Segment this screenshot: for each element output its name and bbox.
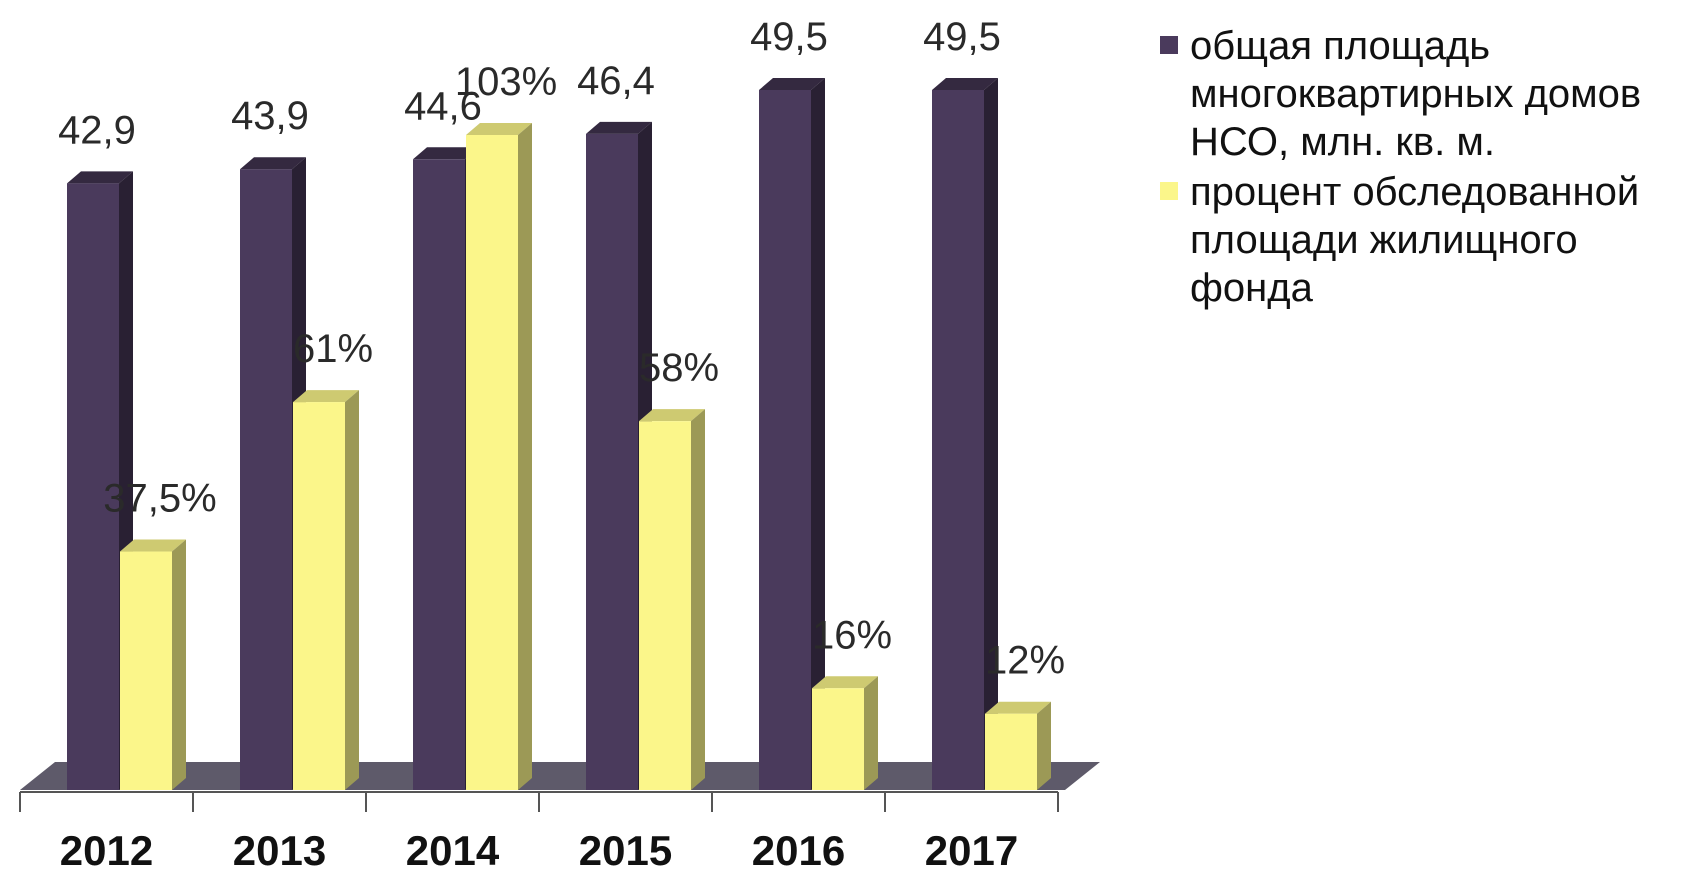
bar-series-1-2014 (413, 159, 465, 791)
bar-series-1-2016-side (811, 78, 825, 790)
value-label-series-1-2015: 46,4 (577, 59, 655, 103)
bar-series-2-2015 (639, 421, 691, 790)
value-label-series-2-2017: 12% (985, 639, 1065, 683)
legend-swatch-series-1 (1160, 36, 1178, 54)
legend-item-series-2: процент обследованной площади жилищного … (1160, 168, 1700, 312)
x-tick-label-2014: 2014 (406, 827, 500, 874)
bar-series-1-2015-top (586, 121, 652, 134)
bar-series-1-2017-side (984, 78, 998, 790)
bar-series-1-2015 (586, 133, 638, 790)
bar-series-2-2016 (812, 688, 864, 790)
bar-series-2-2012-side (172, 539, 186, 790)
bar-series-2-2014 (466, 135, 518, 790)
bar-series-1-2017 (932, 90, 984, 790)
value-label-series-2-2016: 16% (812, 613, 892, 657)
bar-series-2-2017-top (985, 701, 1051, 714)
bar-series-1-2016 (759, 90, 811, 790)
bar-series-2-2012-top (120, 539, 186, 552)
bar-series-2-2016-side (864, 676, 878, 790)
bar-series-1-2014-top (413, 147, 479, 160)
bar-series-2-2017-side (1037, 701, 1051, 790)
legend-label-series-1: общая площадь многоквартирных домов НСО,… (1190, 24, 1642, 164)
bar-series-1-2017-top (932, 78, 998, 90)
chart-legend: общая площадь многоквартирных домов НСО,… (1160, 22, 1700, 314)
chart-bars (67, 78, 1051, 791)
value-label-series-2-2013: 61% (293, 327, 373, 371)
bar-series-2-2013-side (345, 390, 359, 790)
value-label-series-2-2014: 103% (455, 60, 557, 104)
bar-series-2-2013 (293, 402, 345, 790)
bar-series-2-2015-side (691, 409, 705, 790)
bar-series-2-2017 (985, 713, 1037, 790)
bar-series-2-2012 (120, 551, 172, 790)
value-label-series-2-2012: 37,5% (103, 477, 216, 521)
bar-series-2-2016-top (812, 676, 878, 689)
legend-item-series-1: общая площадь многоквартирных домов НСО,… (1160, 22, 1700, 166)
x-tick-label-2016: 2016 (752, 827, 845, 874)
bar-series-1-2013-top (240, 157, 306, 170)
bar-series-1-2016-top (759, 78, 825, 90)
value-label-series-1-2013: 43,9 (231, 94, 309, 138)
legend-swatch-series-2 (1160, 182, 1178, 200)
bar-series-2-2014-side (518, 123, 532, 790)
value-label-series-1-2014: 44,6 (404, 84, 482, 128)
chart-x-axis: 2012 2013 2014 2015 2016 2017 (19, 791, 1059, 874)
bar-series-2-2014-top (466, 123, 532, 135)
bar-series-1-2012 (67, 183, 119, 791)
bar-series-1-2013 (240, 169, 292, 791)
value-label-series-1-2012: 42,9 (58, 108, 136, 152)
value-label-series-1-2016: 49,5 (750, 15, 828, 59)
bar-series-2-2013-top (293, 390, 359, 403)
x-tick-label-2015: 2015 (579, 827, 672, 874)
x-tick-label-2017: 2017 (925, 827, 1018, 874)
value-label-series-1-2017: 49,5 (923, 15, 1001, 59)
x-tick-label-2012: 2012 (60, 827, 153, 874)
bar-series-1-2012-top (67, 171, 133, 184)
value-label-series-2-2015: 58% (639, 346, 719, 390)
legend-label-series-2: процент обследованной площади жилищного … (1190, 170, 1640, 310)
bar-series-2-2015-top (639, 409, 705, 422)
x-tick-label-2013: 2013 (233, 827, 326, 874)
